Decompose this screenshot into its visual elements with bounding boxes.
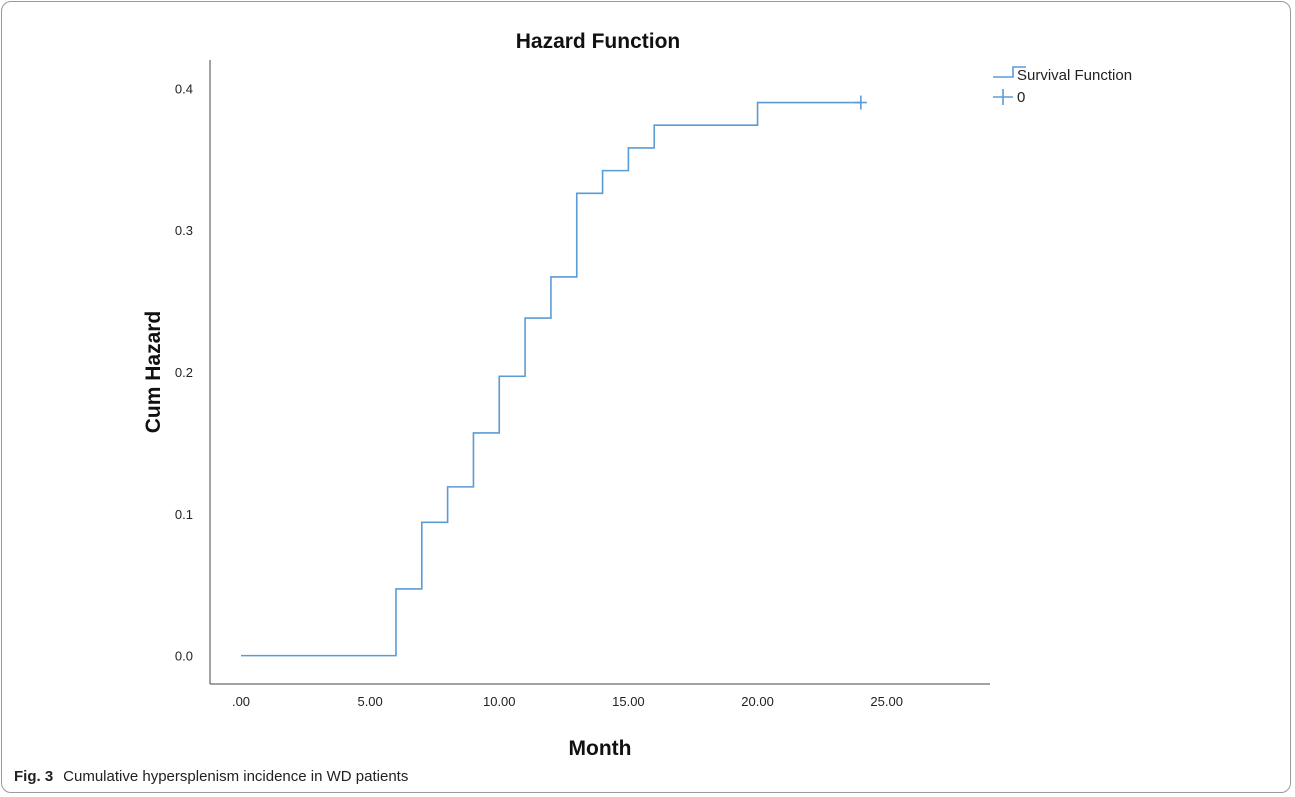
figure-caption: Fig. 3 Cumulative hypersplenism incidence… <box>14 768 408 785</box>
y-tick-label: 0.4 <box>175 81 193 96</box>
legend: Survival Function 0 <box>993 66 1132 106</box>
x-tick-label: .00 <box>232 694 250 709</box>
legend-entry-survival: Survival Function <box>1017 67 1132 84</box>
x-tick-label: 25.00 <box>870 694 903 709</box>
y-tick-label: 0.2 <box>175 365 193 380</box>
y-axis: 0.0 0.1 0.2 0.3 0.4 <box>175 60 211 684</box>
x-tick-label: 15.00 <box>612 694 645 709</box>
caption-label: Fig. 3 <box>14 768 54 785</box>
legend-entry-censored: 0 <box>1017 89 1025 106</box>
x-axis: .00 5.00 10.00 15.00 20.00 25.00 <box>210 683 990 709</box>
x-tick-label: 20.00 <box>741 694 774 709</box>
x-axis-label: Month <box>569 737 632 760</box>
caption-text: Cumulative hypersplenism incidence in WD… <box>63 768 409 785</box>
x-tick-label: 5.00 <box>357 694 382 709</box>
legend-step-swatch <box>993 66 1026 78</box>
y-tick-label: 0.0 <box>175 649 193 664</box>
survival-step-line <box>240 101 861 657</box>
plot-area <box>240 95 867 657</box>
x-tick-label: 10.00 <box>483 694 516 709</box>
censored-mark <box>854 95 867 110</box>
chart-title: Hazard Function <box>516 30 681 53</box>
y-axis-label: Cum Hazard <box>142 311 165 434</box>
y-tick-label: 0.3 <box>175 223 193 238</box>
y-tick-label: 0.1 <box>175 507 193 522</box>
